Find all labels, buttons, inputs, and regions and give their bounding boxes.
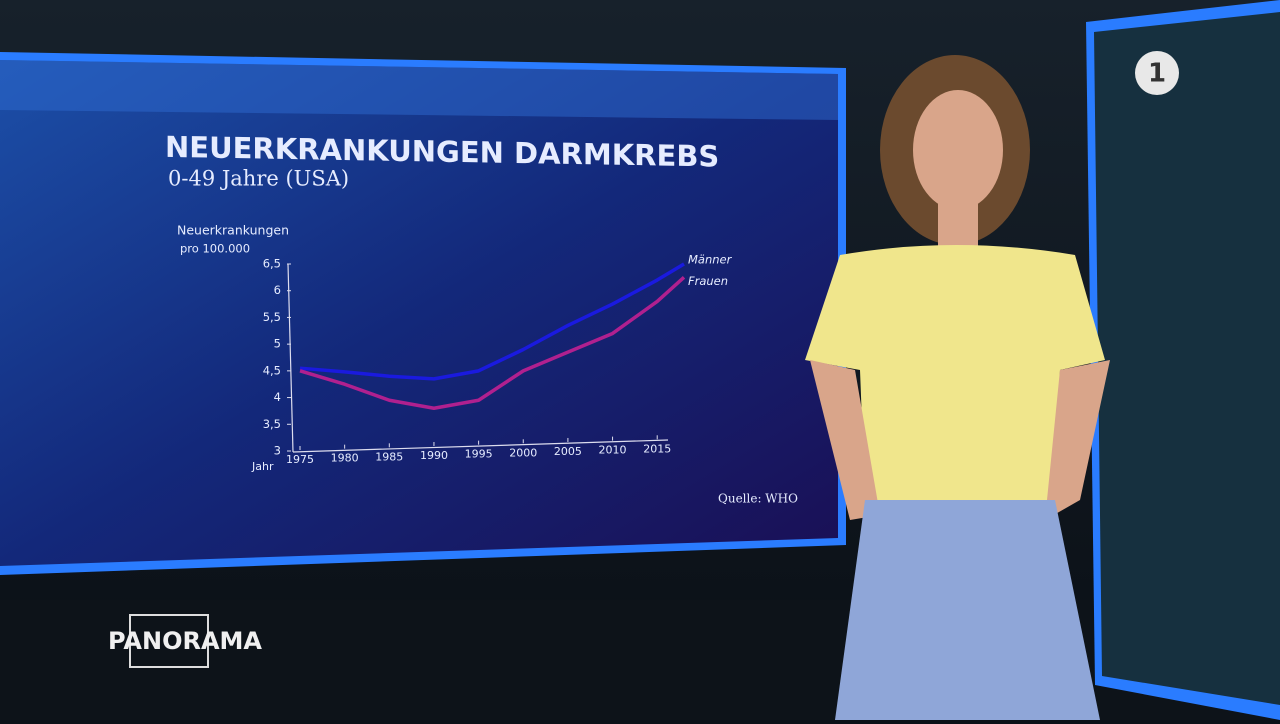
presenter-trousers [835,500,1100,720]
y-tick-label: 3 [274,444,281,458]
x-axis-label: Jahr [251,460,274,473]
x-tick-label: 1995 [465,448,493,461]
x-tick-label: 1985 [375,450,403,463]
y-axis-label: pro 100.000 [180,242,250,256]
show-logo-frame [129,614,209,668]
x-axis [292,439,669,453]
y-tick-label: 5 [274,337,281,351]
y-tick-label: 6 [274,283,281,297]
x-tick-label: 1975 [286,453,314,466]
screen [0,60,838,566]
screen-band [0,60,838,120]
y-axis-label: Neuerkrankungen [177,223,289,238]
x-tick-label: 2015 [643,442,671,455]
x-tick-label: 2000 [509,446,537,459]
series-line [299,262,685,381]
channel-logo: 1 [1148,59,1166,89]
legend-label: Frauen [688,274,728,288]
presenter-face [913,90,1003,210]
series-line [299,276,686,411]
x-tick-label: 1990 [420,449,448,462]
y-tick-label: 5,5 [263,310,281,324]
presenter-arms [810,360,1110,520]
side-screen [1094,12,1280,705]
source-note: Quelle: WHO [718,492,798,506]
x-tick-label: 2005 [554,445,582,458]
x-tick-label: 1980 [331,452,359,465]
presenter-blouse [805,245,1105,500]
y-tick-label: 3,5 [263,417,281,431]
y-axis [287,263,294,453]
chart-subtitle: 0-49 Jahre (USA) [168,167,349,191]
y-tick-label: 4,5 [263,363,281,377]
x-tick-label: 2010 [599,444,627,457]
y-tick-label: 6,5 [263,257,281,271]
show-logo: PANORAMA [108,627,262,655]
presenter-neck [938,200,978,250]
legend-label: Männer [688,253,733,267]
channel-logo-circle [1135,51,1179,95]
y-tick-label: 4 [274,390,281,404]
